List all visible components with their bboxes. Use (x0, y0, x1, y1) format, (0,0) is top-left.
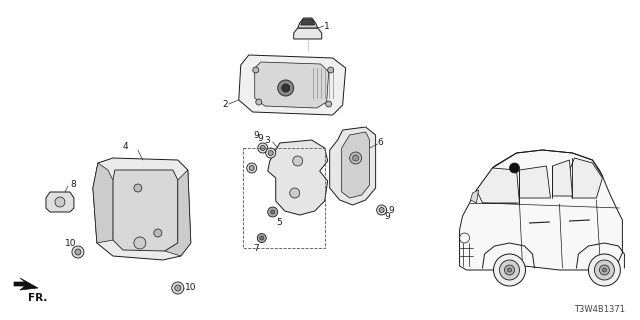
Circle shape (290, 188, 300, 198)
Text: 4: 4 (122, 141, 128, 150)
Polygon shape (552, 160, 572, 196)
Circle shape (504, 265, 515, 275)
Text: 5: 5 (276, 218, 282, 227)
Polygon shape (268, 140, 328, 215)
Text: 9: 9 (385, 212, 390, 220)
Polygon shape (14, 278, 38, 290)
Polygon shape (255, 62, 329, 108)
Circle shape (499, 260, 520, 280)
Circle shape (326, 101, 332, 107)
Circle shape (282, 84, 290, 92)
Text: T3W4B1371: T3W4B1371 (575, 306, 625, 315)
Polygon shape (165, 170, 191, 256)
Circle shape (353, 155, 358, 161)
Text: 9: 9 (253, 131, 259, 140)
Circle shape (154, 229, 162, 237)
Circle shape (253, 67, 259, 73)
Circle shape (508, 268, 511, 272)
Circle shape (247, 163, 257, 173)
Circle shape (260, 146, 265, 150)
Circle shape (258, 143, 268, 153)
Circle shape (588, 254, 620, 286)
Polygon shape (93, 163, 113, 243)
Text: 6: 6 (378, 138, 383, 147)
Circle shape (75, 249, 81, 255)
Polygon shape (113, 170, 178, 251)
Polygon shape (330, 127, 376, 205)
Polygon shape (477, 168, 520, 203)
Polygon shape (93, 158, 191, 260)
Text: FR.: FR. (28, 293, 47, 303)
Circle shape (600, 265, 609, 275)
Polygon shape (470, 190, 479, 203)
Polygon shape (301, 19, 315, 25)
Circle shape (379, 207, 384, 212)
Polygon shape (239, 55, 346, 115)
Circle shape (72, 246, 84, 258)
Circle shape (328, 67, 333, 73)
Circle shape (278, 80, 294, 96)
Circle shape (602, 268, 607, 272)
Circle shape (260, 236, 264, 240)
Text: 10: 10 (185, 284, 196, 292)
Circle shape (256, 99, 262, 105)
Circle shape (292, 156, 303, 166)
Circle shape (134, 237, 146, 249)
Circle shape (257, 234, 266, 243)
Text: 9: 9 (388, 205, 394, 214)
Polygon shape (564, 158, 602, 198)
Polygon shape (294, 28, 322, 39)
Circle shape (55, 197, 65, 207)
Circle shape (134, 184, 142, 192)
Text: 3: 3 (265, 135, 271, 145)
Polygon shape (460, 150, 622, 270)
Polygon shape (298, 18, 317, 28)
Circle shape (595, 260, 614, 280)
Text: 2: 2 (223, 100, 228, 108)
Circle shape (349, 152, 362, 164)
Circle shape (266, 148, 276, 158)
Circle shape (175, 285, 181, 291)
Circle shape (268, 150, 273, 156)
Polygon shape (520, 166, 550, 198)
Circle shape (376, 205, 387, 215)
Text: 9: 9 (258, 133, 264, 142)
Polygon shape (46, 192, 74, 212)
Circle shape (268, 207, 278, 217)
Bar (243, 148, 324, 248)
Circle shape (271, 210, 275, 214)
Polygon shape (342, 132, 370, 198)
Circle shape (493, 254, 525, 286)
Circle shape (172, 282, 184, 294)
Circle shape (249, 165, 254, 171)
Text: 10: 10 (65, 238, 76, 247)
Text: 8: 8 (70, 180, 76, 188)
Circle shape (509, 163, 520, 173)
Text: 1: 1 (324, 21, 330, 30)
Text: 7: 7 (253, 244, 259, 252)
